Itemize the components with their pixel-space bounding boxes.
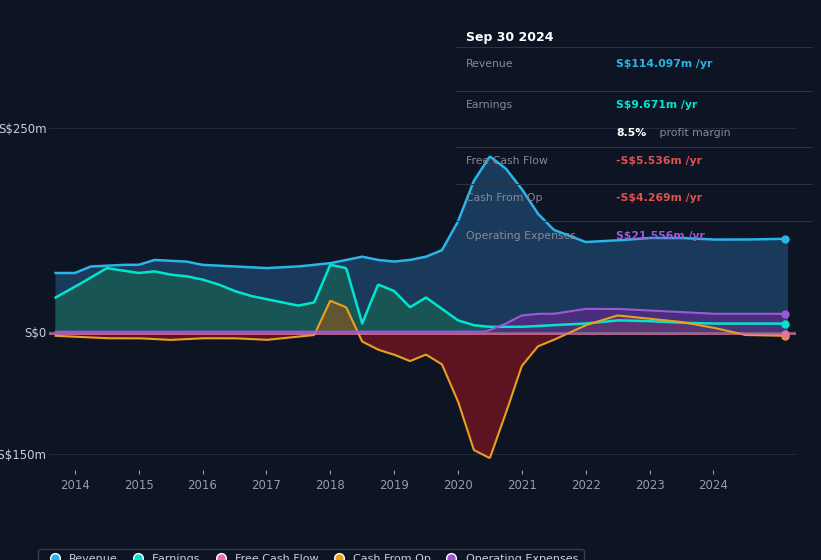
Legend: Revenue, Earnings, Free Cash Flow, Cash From Op, Operating Expenses: Revenue, Earnings, Free Cash Flow, Cash … [38,549,584,560]
Text: -S$5.536m /yr: -S$5.536m /yr [617,156,703,166]
Text: profit margin: profit margin [656,128,730,138]
Text: Sep 30 2024: Sep 30 2024 [466,31,554,44]
Text: Operating Expenses: Operating Expenses [466,231,576,241]
Text: S$114.097m /yr: S$114.097m /yr [617,59,713,69]
Text: 8.5%: 8.5% [617,128,647,138]
Text: Earnings: Earnings [466,100,513,110]
Text: -S$4.269m /yr: -S$4.269m /yr [617,193,703,203]
Text: S$21.556m /yr: S$21.556m /yr [617,231,705,241]
Text: S$9.671m /yr: S$9.671m /yr [617,100,698,110]
Text: Revenue: Revenue [466,59,514,69]
Text: Cash From Op: Cash From Op [466,193,543,203]
Text: Free Cash Flow: Free Cash Flow [466,156,548,166]
